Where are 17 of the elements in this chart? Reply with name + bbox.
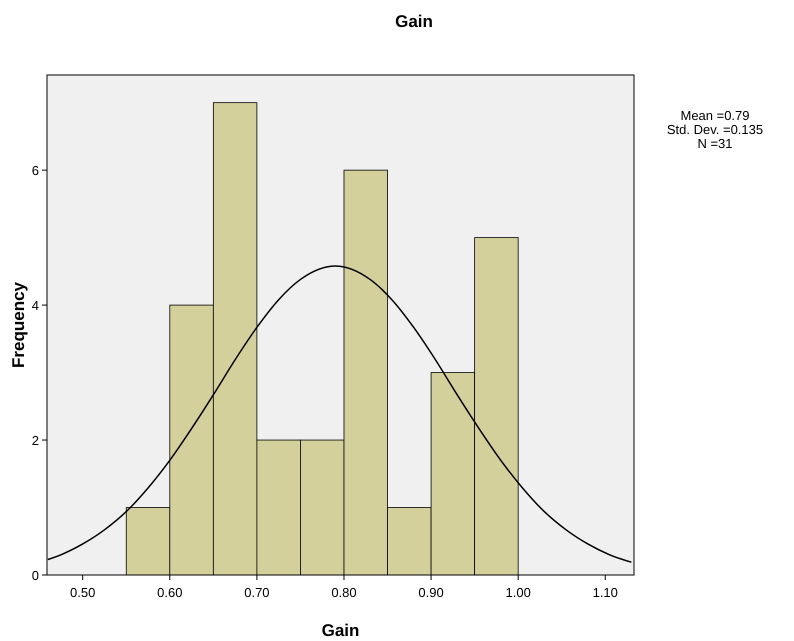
x-tick-label: 0.60 (157, 585, 182, 600)
chart-title: Gain (395, 12, 433, 31)
y-tick-label: 4 (32, 298, 39, 314)
text: N =31 (697, 136, 733, 151)
y-tick-label: 6 (32, 163, 39, 178)
x-tick-label: 0.70 (244, 585, 270, 600)
text: Mean =0.79 (680, 108, 750, 123)
x-tick-label: 1.10 (592, 585, 618, 600)
x-tick-label: 0.90 (418, 585, 444, 600)
text: Std. Dev. =0.135 (666, 122, 764, 137)
y-tick-label: 0 (32, 568, 39, 583)
x-axis-title: Gain (322, 621, 360, 640)
x-tick-label: 0.80 (331, 585, 357, 600)
x-tick-label: 1.00 (506, 585, 531, 600)
x-tick-label: 0.50 (70, 585, 96, 600)
y-tick-label: 2 (32, 433, 39, 448)
y-axis-title: Frequency (9, 281, 28, 368)
